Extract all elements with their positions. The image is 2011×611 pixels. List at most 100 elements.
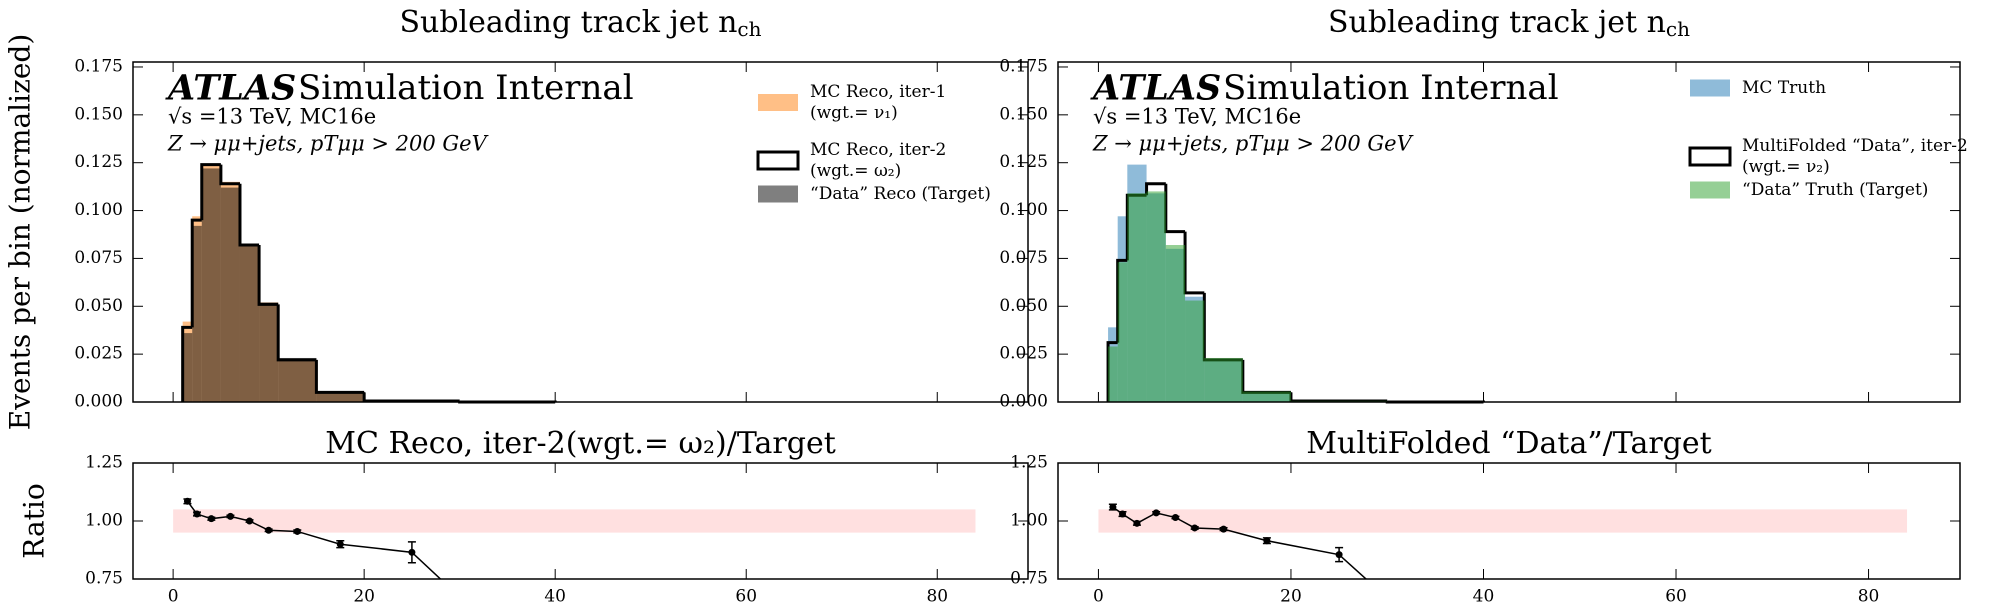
histogram-step [314,359,365,394]
y-tick-label: 1.00 [85,511,123,531]
panel-title: MultiFolded “Data”/Target [1306,426,1711,461]
y-tick-label: 0.075 [999,248,1048,268]
ratio-point [1133,519,1141,527]
y-tick-label: 0.000 [74,392,123,412]
histogram-step [1116,258,1128,343]
y-tick-label: 0.100 [999,200,1048,220]
atlas-status: Simulation Internal [1223,68,1559,108]
ratio-point [183,497,191,505]
legend-swatch [1688,146,1732,167]
ratio-point [1118,510,1126,518]
y-tick-label: 1.00 [1010,511,1048,531]
y-tick-label: 0.150 [999,104,1048,124]
legend-label: MC Truth [1742,78,1827,98]
energy-label: √s =13 TeV, MC16e [168,105,376,129]
histogram-bar [316,391,365,402]
y-tick-label: 0.025 [74,344,123,364]
x-tick-label: 40 [1473,587,1495,607]
y-axis-label: Ratio [18,483,51,558]
plot-area [173,497,976,579]
title-text: MC Reco, iter-2(wgt.= ω₂)/Target [325,426,836,461]
histogram-step [276,304,317,362]
histogram-step [1202,292,1243,362]
y-tick-label: 0.175 [999,56,1048,76]
ratio-line [186,500,442,579]
legend-swatch [1690,181,1730,199]
y-tick-label: 0.050 [999,296,1048,316]
y-axis-label: Events per bin (normalized) [4,34,37,431]
histogram-bar [1185,300,1205,402]
histogram-step [1241,359,1291,394]
legend-label: MC Reco, iter-2 (wgt.= ω₂) [810,140,947,181]
ratio-line [1112,506,1368,579]
histogram-step [219,164,240,186]
legend-label: MC Reco, iter-1 (wgt.= ν₁) [810,82,947,123]
histogram-bar [239,245,260,402]
y-tick-label: 1.25 [85,453,123,473]
ratio-point [1220,525,1228,533]
atlas-label: ATLAS [165,68,296,109]
title-text: MultiFolded “Data”/Target [1306,426,1711,461]
histogram-step [1164,183,1186,234]
histogram-bar [1204,357,1243,402]
histogram-bar [1108,346,1118,402]
legend-swatch [758,94,798,111]
x-tick-label: 20 [353,587,375,607]
reference-band [1098,509,1908,533]
histogram-step [238,183,260,247]
histogram-step [257,245,279,306]
ratio-point [226,512,234,520]
y-tick-label: 0.150 [74,104,123,124]
y-tick-label: 0.000 [999,392,1048,412]
y-tick-label: 0.175 [74,56,123,76]
legend-label: “Data” Truth (Target) [1742,180,1929,200]
y-tick-label: 0.125 [999,152,1048,172]
histogram-bar [1146,191,1166,402]
y-tick-label: 0.75 [85,569,123,589]
reference-band [173,509,976,533]
legend-label: “Data” Reco (Target) [810,184,991,204]
x-tick-label: 40 [544,587,566,607]
legend-label: MultiFolded “Data”, iter-2 (wgt.= ν₂) [1742,136,1968,177]
ratio-point [193,510,201,518]
histogram-step [1183,231,1205,295]
histogram-bar [1242,391,1291,402]
energy-label: √s =13 TeV, MC16e [1093,105,1301,129]
histogram-step [181,325,193,402]
ratio-point [207,515,215,523]
ratio-point [1152,509,1160,517]
histogram-bar [278,357,317,402]
ratio-point [265,526,273,534]
ratio-point [293,527,301,535]
x-tick-label: 60 [735,587,757,607]
title-text: Subleading track jet n [399,5,737,40]
histogram-bar [1117,262,1128,402]
x-tick-label: 80 [1858,587,1880,607]
panel-title: MC Reco, iter-2(wgt.= ω₂)/Target [325,426,836,461]
histogram-bar [1165,245,1186,402]
axes-frame [132,462,1029,580]
ratio-point [408,548,416,556]
x-tick-label: 0 [168,587,179,607]
y-tick-label: 0.050 [74,296,123,316]
y-tick-label: 0.025 [999,344,1048,364]
axes-frame [1057,462,1961,580]
histogram-step [1145,182,1166,196]
histogram-bar [1127,193,1147,402]
panel-title: Subleading track jet nch [399,5,761,41]
ratio-point [246,517,254,525]
histogram-step [362,392,460,403]
legend-swatch [758,185,798,203]
legend-swatch [1690,79,1730,97]
atlas-label: ATLAS [1090,68,1221,109]
x-tick-label: 60 [1665,587,1687,607]
x-tick-label: 0 [1093,587,1104,607]
ratio-point [1263,537,1271,545]
title-subscript: ch [737,17,761,41]
process-label: Z → μμ+jets, pTμμ > 200 GeV [1092,132,1414,156]
atlas-status: Simulation Internal [298,68,634,108]
y-tick-label: 0.75 [1010,569,1048,589]
title-text: Subleading track jet n [1328,5,1666,40]
histogram-bar [192,225,202,402]
